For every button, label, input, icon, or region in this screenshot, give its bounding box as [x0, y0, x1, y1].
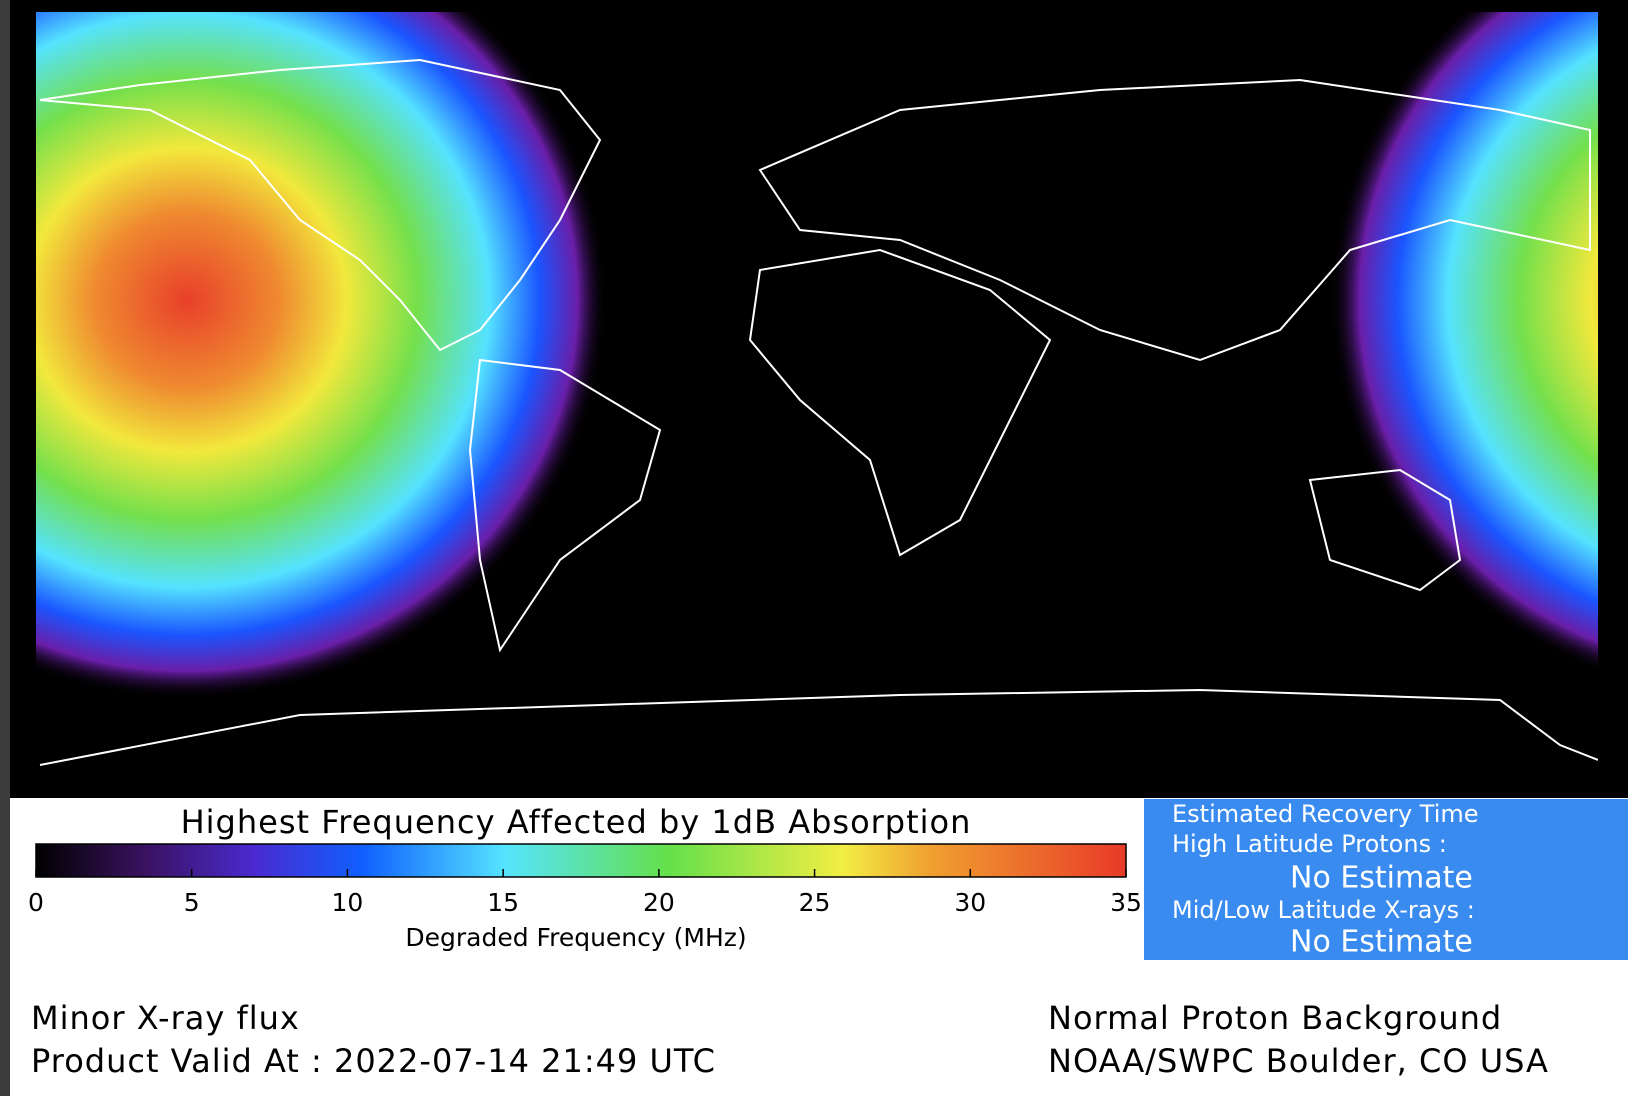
- colorbar-tick-label: 25: [799, 888, 831, 917]
- xray-status: Minor X-ray flux: [31, 999, 300, 1037]
- colorbar-tick-label: 0: [28, 888, 44, 917]
- source: NOAA/SWPC Boulder, CO USA: [1048, 1042, 1549, 1080]
- map: [36, 12, 1598, 796]
- colorbar-label: Degraded Frequency (MHz): [405, 923, 746, 952]
- map-title: Highest Frequency Affected by 1dB Absorp…: [181, 803, 972, 841]
- colorbar-tick-label: 5: [184, 888, 200, 917]
- colorbar-tick-label: 35: [1110, 888, 1142, 917]
- high-latitude-label: High Latitude Protons :: [1172, 830, 1447, 858]
- colorbar-tick-label: 15: [487, 888, 519, 917]
- colorbar-tick-label: 20: [643, 888, 675, 917]
- coastlines: [39, 58, 1598, 766]
- colorbar-tick-label: 10: [332, 888, 364, 917]
- colorbar: [35, 843, 1127, 878]
- absorption-right: [36, 12, 1598, 796]
- colorbar-ticks: 0 5 10 15 20 25 30 35: [28, 869, 1142, 917]
- recovery-heading: Estimated Recovery Time: [1172, 800, 1479, 828]
- mid-low-label: Mid/Low Latitude X-rays :: [1172, 896, 1475, 924]
- colorbar-tick-label: 30: [954, 888, 986, 917]
- high-latitude-value: No Estimate: [1290, 861, 1473, 896]
- valid-time: Product Valid At : 2022-07-14 21:49 UTC: [31, 1042, 716, 1080]
- proton-status: Normal Proton Background: [1048, 999, 1502, 1037]
- recovery-box: [1144, 799, 1628, 960]
- mid-low-value: No Estimate: [1290, 925, 1473, 960]
